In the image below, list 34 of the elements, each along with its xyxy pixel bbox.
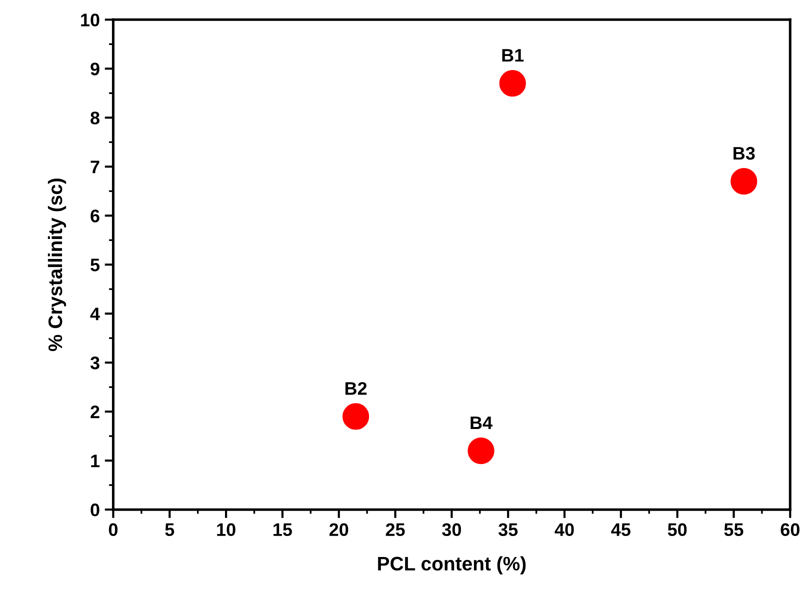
x-tick-label: 5 — [165, 523, 174, 536]
x-tick-label: 20 — [329, 523, 348, 536]
x-tick-label: 35 — [498, 523, 518, 536]
annotation: B4 — [470, 416, 492, 429]
x-tick-label: 50 — [668, 523, 687, 536]
x-tick-label: 60 — [780, 523, 800, 536]
y-tick-label: 8 — [90, 112, 100, 124]
y-tick-label: 4 — [90, 308, 100, 320]
point — [342, 403, 370, 430]
point — [468, 437, 494, 464]
y-tick-label: 10 — [81, 14, 100, 26]
y-tick-label: 5 — [90, 258, 100, 272]
x-tick-label: 45 — [611, 523, 630, 536]
y-axis-title: % Crystallinity (sc) — [48, 178, 66, 352]
x-tick-label: 25 — [386, 523, 405, 536]
x-tick-label: 0 — [108, 523, 118, 536]
y-tick-label: 1 — [91, 454, 100, 468]
annotation: B2 — [345, 382, 367, 395]
y-tick-label: 0 — [90, 504, 100, 516]
x-tick-label: 55 — [724, 523, 744, 536]
y-tick-label: 9 — [90, 62, 100, 76]
point — [730, 168, 758, 195]
x-axis-title: PCL content (%) — [378, 556, 526, 574]
x-tick-label: 15 — [274, 523, 292, 536]
x-tick-label: 30 — [442, 523, 461, 536]
y-tick-label: 6 — [90, 210, 100, 222]
y-tick-label: 7 — [90, 160, 100, 174]
y-tick-label: 2 — [90, 406, 100, 418]
y-tick-label: 3 — [90, 356, 100, 370]
annotation: B3 — [734, 146, 755, 160]
annotation: B1 — [502, 49, 524, 62]
x-tick-label: 40 — [554, 523, 574, 536]
x-tick-label: 10 — [217, 523, 236, 536]
point — [499, 70, 526, 97]
